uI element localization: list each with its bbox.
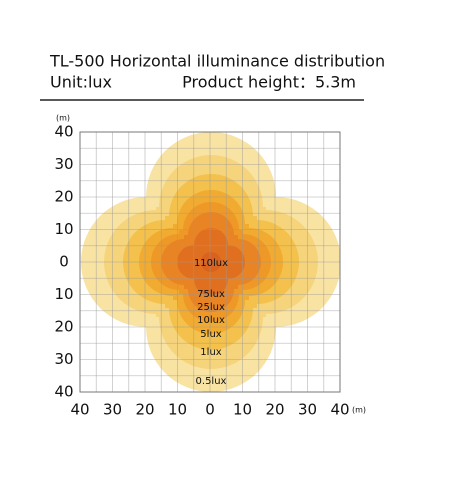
y-tick-label: 20 [54,188,73,206]
plot-border [79,131,341,393]
y-tick-label: 30 [54,350,73,368]
y-tick-label: 10 [54,220,73,238]
x-tick-label: 10 [168,401,187,419]
x-tick-label: 20 [265,401,284,419]
contour-label: 5lux [200,329,221,340]
x-unit: (m) [352,406,366,415]
contour-label: 1lux [200,347,221,358]
contour-label: 110lux [194,258,228,269]
contour-label: 75lux [197,289,225,300]
x-tick-label: 40 [70,401,89,419]
x-tick-label: 0 [205,401,215,419]
y-tick-label: 0 [59,253,69,271]
y-tick-label: 40 [54,123,73,141]
y-tick-label: 30 [54,155,73,173]
x-tick-label: 40 [330,401,349,419]
contour-label: 0.5lux [196,376,227,387]
y-tick-label: 20 [54,318,73,336]
grid [79,131,341,393]
y-tick-label: 10 [54,285,73,303]
y-unit: (m) [56,114,70,123]
height-label: Product height：5.3m [182,73,356,92]
x-tick-label: 20 [135,401,154,419]
title: TL-500 Horizontal illuminance distributi… [49,52,385,71]
x-tick-label: 30 [103,401,122,419]
unit-label: Unit:lux [50,73,112,92]
contour-label: 25lux [197,302,225,313]
y-tick-label: 40 [54,383,73,401]
x-tick-label: 30 [298,401,317,419]
x-tick-label: 10 [233,401,252,419]
contour-label: 10lux [197,315,225,326]
